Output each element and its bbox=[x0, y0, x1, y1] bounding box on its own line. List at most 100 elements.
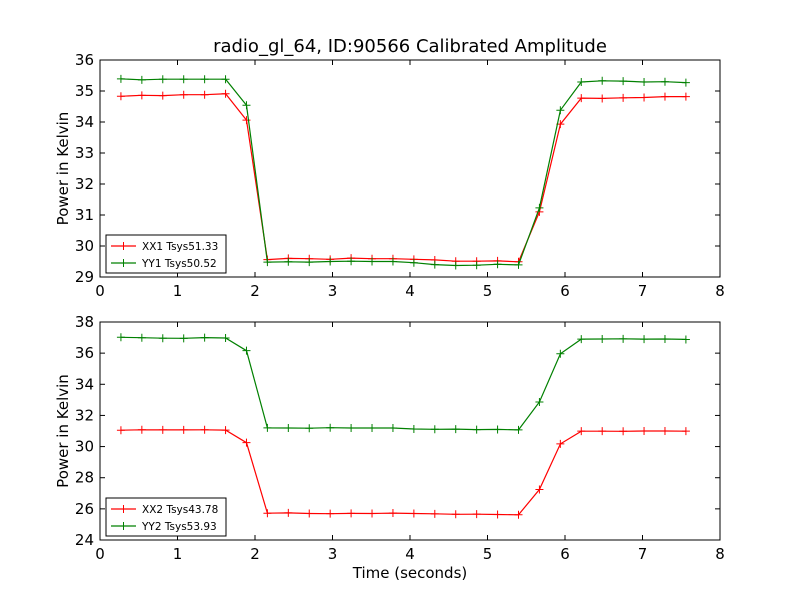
data-point bbox=[556, 106, 565, 115]
data-point bbox=[430, 260, 439, 269]
data-point bbox=[640, 78, 649, 87]
data-point bbox=[681, 335, 690, 344]
data-point bbox=[430, 425, 439, 434]
data-point bbox=[388, 509, 397, 518]
data-point bbox=[598, 94, 607, 103]
data-point bbox=[305, 509, 314, 518]
legend-label: YY2 Tsys53.93 bbox=[141, 521, 217, 533]
series-line-1-0 bbox=[120, 429, 686, 516]
x-tick-label: 5 bbox=[483, 282, 493, 300]
data-point bbox=[514, 425, 523, 434]
x-tick-label: 1 bbox=[173, 282, 183, 300]
y-tick-label: 36 bbox=[75, 344, 94, 362]
y-tick-label: 28 bbox=[75, 469, 94, 487]
data-point bbox=[305, 258, 314, 267]
x-axis-label: Time (seconds) bbox=[352, 564, 468, 582]
data-point bbox=[451, 261, 460, 270]
y-tick-label: 34 bbox=[75, 113, 94, 131]
x-tick-label: 1 bbox=[173, 545, 183, 563]
x-tick-label: 4 bbox=[405, 282, 415, 300]
data-point bbox=[640, 93, 649, 102]
data-point bbox=[660, 92, 669, 101]
x-tick-label: 6 bbox=[560, 545, 570, 563]
data-point bbox=[556, 349, 565, 358]
data-point bbox=[284, 257, 293, 266]
legend-box bbox=[105, 497, 227, 537]
data-point bbox=[158, 334, 167, 343]
data-point bbox=[284, 508, 293, 517]
y-tick-label: 36 bbox=[75, 51, 94, 69]
legend: XX1 Tsys51.33 YY1 Tsys50.52 bbox=[105, 234, 227, 274]
y-tick-label: 35 bbox=[75, 82, 94, 100]
data-point bbox=[221, 75, 230, 84]
data-point bbox=[451, 425, 460, 434]
x-tick-label: 3 bbox=[328, 282, 338, 300]
data-point bbox=[472, 510, 481, 519]
data-point bbox=[368, 424, 377, 433]
data-point bbox=[681, 92, 690, 101]
data-point bbox=[388, 424, 397, 433]
series-line-0-0 bbox=[120, 93, 686, 263]
data-point bbox=[598, 427, 607, 436]
data-point bbox=[200, 425, 209, 434]
data-point bbox=[368, 509, 377, 518]
data-point bbox=[221, 89, 230, 98]
data-point bbox=[660, 427, 669, 435]
data-point bbox=[577, 94, 586, 103]
x-tick-label: 8 bbox=[715, 545, 725, 563]
x-tick-label: 7 bbox=[638, 282, 648, 300]
data-point bbox=[347, 509, 356, 518]
series-line-0-1 bbox=[120, 78, 686, 267]
data-point bbox=[116, 426, 125, 435]
data-point bbox=[158, 91, 167, 100]
data-point bbox=[577, 78, 586, 87]
data-point bbox=[472, 261, 481, 270]
data-point bbox=[430, 509, 439, 518]
x-tick-label: 7 bbox=[638, 545, 648, 563]
data-point bbox=[514, 510, 523, 519]
data-point bbox=[451, 510, 460, 519]
legend-label: XX2 Tsys43.78 bbox=[142, 504, 218, 516]
data-point bbox=[242, 346, 251, 355]
data-point bbox=[347, 257, 356, 266]
data-point bbox=[409, 258, 418, 267]
x-tick-label: 2 bbox=[250, 282, 260, 300]
data-point bbox=[200, 90, 209, 99]
legend: XX2 Tsys43.78 YY2 Tsys53.93 bbox=[105, 497, 227, 537]
data-point bbox=[116, 92, 125, 101]
x-tick-label: 3 bbox=[328, 545, 338, 563]
data-point bbox=[577, 427, 586, 436]
data-point bbox=[535, 398, 544, 407]
legend-marker bbox=[119, 242, 128, 250]
data-point bbox=[409, 424, 418, 433]
y-tick-label: 30 bbox=[75, 237, 94, 255]
x-tick-label: 5 bbox=[483, 545, 493, 563]
data-point bbox=[179, 90, 188, 99]
data-point bbox=[179, 75, 188, 84]
data-point bbox=[660, 334, 669, 343]
data-point bbox=[116, 333, 125, 342]
data-point bbox=[116, 74, 125, 83]
x-tick-label: 6 bbox=[560, 282, 570, 300]
data-point bbox=[158, 425, 167, 434]
data-point bbox=[263, 258, 272, 267]
y-tick-label: 29 bbox=[75, 268, 94, 286]
data-point bbox=[179, 334, 188, 343]
y-tick-label: 34 bbox=[75, 375, 94, 393]
data-point bbox=[493, 510, 502, 519]
x-tick-label: 4 bbox=[405, 545, 415, 563]
data-point bbox=[137, 425, 146, 434]
figure-title: radio_gl_64, ID:90566 Calibrated Amplitu… bbox=[213, 36, 607, 57]
data-point bbox=[493, 260, 502, 269]
y-tick-label: 33 bbox=[75, 144, 94, 162]
data-point bbox=[619, 334, 628, 343]
legend-marker bbox=[119, 259, 128, 267]
data-point bbox=[242, 116, 251, 125]
data-point bbox=[137, 91, 146, 100]
data-point bbox=[179, 425, 188, 434]
y-tick-label: 31 bbox=[75, 206, 94, 224]
data-point bbox=[409, 509, 418, 518]
data-point bbox=[681, 427, 690, 436]
